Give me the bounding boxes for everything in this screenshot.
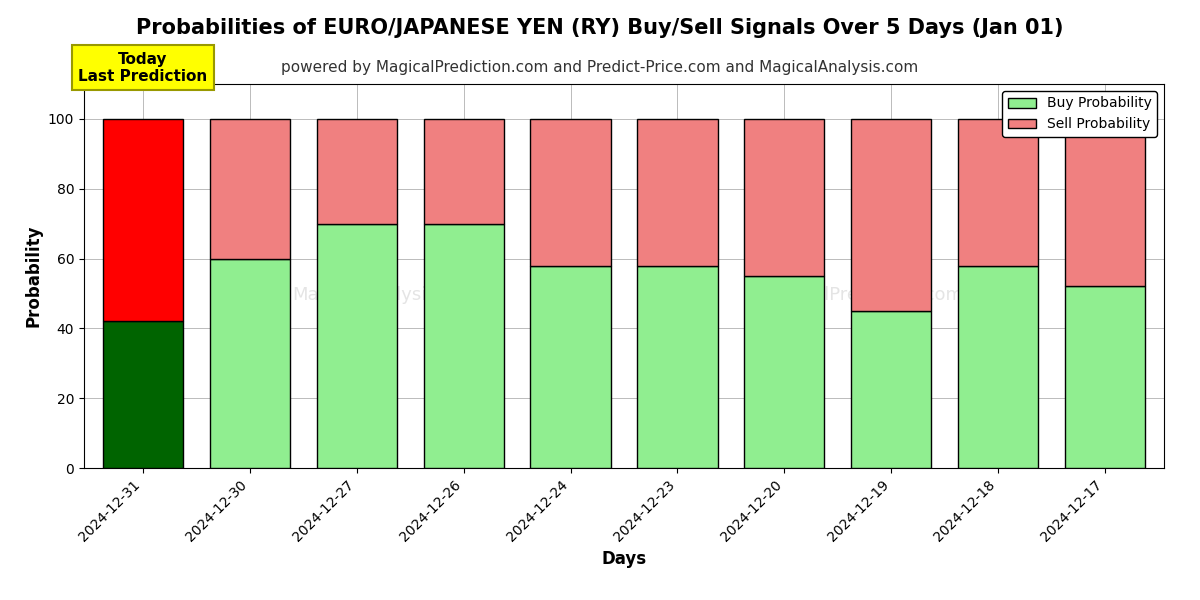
Text: Probabilities of EURO/JAPANESE YEN (RY) Buy/Sell Signals Over 5 Days (Jan 01): Probabilities of EURO/JAPANESE YEN (RY) … bbox=[137, 18, 1063, 38]
Bar bbox=[424, 119, 504, 224]
Bar bbox=[317, 119, 397, 224]
Bar bbox=[530, 119, 611, 266]
Bar bbox=[210, 259, 290, 468]
Bar bbox=[851, 119, 931, 311]
Text: powered by MagicalPrediction.com and Predict-Price.com and MagicalAnalysis.com: powered by MagicalPrediction.com and Pre… bbox=[281, 60, 919, 75]
Text: MagicalAnalysis.com: MagicalAnalysis.com bbox=[293, 286, 480, 304]
Bar bbox=[530, 266, 611, 468]
Bar bbox=[1066, 119, 1145, 286]
Bar bbox=[637, 266, 718, 468]
Bar bbox=[637, 119, 718, 266]
Bar bbox=[103, 322, 182, 468]
X-axis label: Days: Days bbox=[601, 550, 647, 568]
Text: Today
Last Prediction: Today Last Prediction bbox=[78, 52, 208, 84]
Bar bbox=[958, 266, 1038, 468]
Bar bbox=[744, 119, 824, 276]
Bar bbox=[424, 224, 504, 468]
Bar bbox=[317, 224, 397, 468]
Bar bbox=[1066, 286, 1145, 468]
Bar bbox=[210, 119, 290, 259]
Bar bbox=[851, 311, 931, 468]
Y-axis label: Probability: Probability bbox=[24, 225, 42, 327]
Bar bbox=[744, 276, 824, 468]
Bar bbox=[958, 119, 1038, 266]
Legend: Buy Probability, Sell Probability: Buy Probability, Sell Probability bbox=[1002, 91, 1157, 137]
Bar bbox=[103, 119, 182, 322]
Text: MagicalPrediction.com: MagicalPrediction.com bbox=[760, 286, 964, 304]
